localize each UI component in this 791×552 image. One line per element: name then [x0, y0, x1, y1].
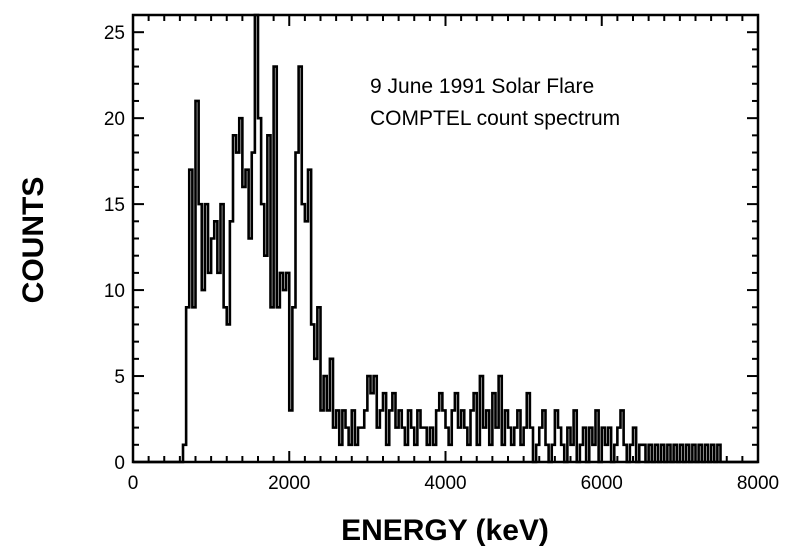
- y-tick-label: 25: [104, 23, 125, 44]
- x-tick-label: 8000: [737, 473, 779, 494]
- y-tick-label: 5: [114, 367, 125, 388]
- y-tick-label: 20: [104, 109, 125, 130]
- spectrum-line: [133, 13, 758, 464]
- chart-annotation-line-1: 9 June 1991 Solar Flare: [370, 75, 594, 98]
- x-axis-title: ENERGY (keV): [341, 514, 549, 547]
- x-tick-label: 6000: [581, 473, 623, 494]
- x-tick-label: 0: [128, 473, 139, 494]
- chart-annotation-line-2: COMPTEL count spectrum: [370, 107, 620, 130]
- y-tick-label: 10: [104, 281, 125, 302]
- tick-labels: 0 2000 4000 6000 8000 0 5 10 15 20 25: [104, 23, 779, 494]
- y-tick-label: 0: [114, 453, 125, 474]
- y-tick-label: 15: [104, 195, 125, 216]
- x-tick-label: 4000: [424, 473, 466, 494]
- y-axis-title: COUNTS: [17, 177, 50, 304]
- x-tick-label: 2000: [268, 473, 310, 494]
